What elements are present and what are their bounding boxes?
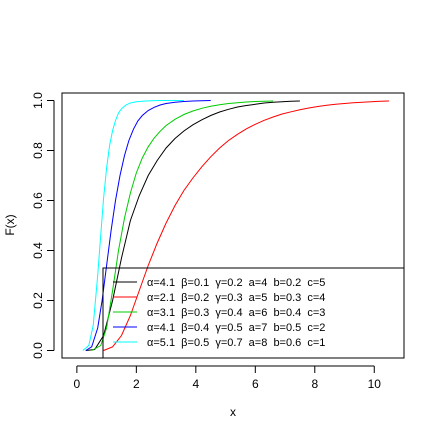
y-tick-label: 0.6 (31, 192, 45, 209)
series-line-4 (85, 100, 211, 351)
y-tick-label: 0.4 (31, 242, 45, 259)
legend-label-5: α=5.1 β=0.5 γ=0.7 a=8 b=0.6 c=1 (147, 337, 325, 349)
y-axis: 0.0 0.2 0.4 0.6 0.8 1.0 (31, 92, 55, 359)
legend-label-2: α=2.1 β=0.2 γ=0.3 a=5 b=0.3 c=4 (147, 292, 325, 304)
x-tick-label: 10 (368, 377, 382, 391)
y-tick-label: 0.0 (31, 342, 45, 359)
y-axis-title: F(x) (3, 214, 17, 235)
legend-label-3: α=3.1 β=0.3 γ=0.4 a=6 b=0.4 c=3 (147, 307, 325, 319)
x-tick-label: 6 (252, 377, 259, 391)
legend-box (102, 267, 405, 359)
y-tick-label: 0.8 (31, 142, 45, 159)
y-tick-label: 0.2 (31, 292, 45, 309)
series-layer (82, 100, 390, 351)
legend-label-1: α=4.1 β=0.1 γ=0.2 a=4 b=0.2 c=5 (147, 277, 325, 289)
x-tick-label: 2 (133, 377, 140, 391)
x-tick-label: 8 (311, 377, 318, 391)
legend-label-4: α=4.1 β=0.4 γ=0.5 a=7 b=0.5 c=2 (147, 322, 325, 334)
series-line-5 (82, 100, 184, 351)
series-line-2 (103, 100, 390, 351)
legend: α=4.1 β=0.1 γ=0.2 a=4 b=0.2 c=5 α=2.1 β=0… (102, 267, 405, 359)
x-axis-title: x (230, 405, 236, 419)
x-axis: 0 2 4 6 8 10 (74, 365, 382, 391)
series-line-3 (91, 100, 274, 351)
y-tick-label: 1.0 (31, 92, 45, 109)
x-tick-label: 4 (192, 377, 199, 391)
series-line-1 (85, 100, 300, 351)
x-tick-label: 0 (74, 377, 81, 391)
